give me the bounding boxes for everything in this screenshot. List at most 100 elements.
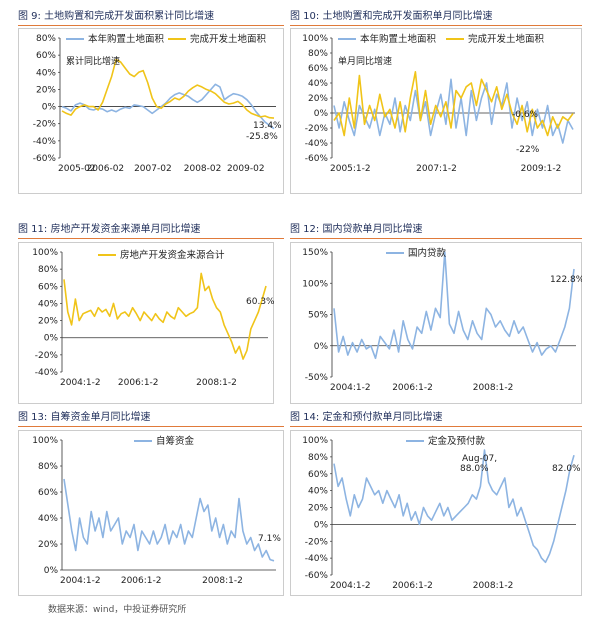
x-tick-label: 2008:1-2 — [202, 576, 243, 586]
series-line-1 — [333, 251, 575, 360]
y-tick-label: 0% — [314, 342, 329, 352]
x-tick-label: 2006:1-2 — [118, 378, 159, 388]
annotation-label: Aug-07, — [462, 454, 497, 464]
y-tick-label: -40% — [35, 368, 59, 378]
y-tick-label: 100% — [32, 436, 58, 446]
legend-label: 完成开发土地面积 — [468, 33, 545, 45]
series-line-1 — [63, 478, 275, 562]
y-tick-label: -20% — [305, 124, 329, 134]
y-tick-label: 20% — [308, 94, 328, 104]
chart-frame — [18, 28, 284, 194]
annotation-label: 82.0% — [552, 464, 581, 474]
annotation-label: 13.4% — [253, 121, 282, 131]
x-tick-label: 2008:1-2 — [473, 581, 514, 591]
x-tick-label: 2006:1-2 — [121, 576, 162, 586]
chart-header-fig14: 图 14: 定金和预付款单月同比增速 — [290, 410, 582, 427]
x-tick-label: 2006:1-2 — [392, 383, 433, 393]
x-tick-label: 2005:1-2 — [330, 164, 371, 174]
legend-label: 完成开发土地面积 — [190, 33, 267, 45]
chart-frame — [290, 28, 582, 194]
y-tick-label: 60% — [36, 51, 56, 61]
y-tick-label: -60% — [33, 154, 57, 164]
annotation-label: -22% — [516, 145, 540, 155]
legend-label: 自筹资金 — [156, 435, 195, 447]
y-tick-label: -20% — [305, 537, 329, 547]
y-tick-label: 40% — [38, 514, 58, 524]
legend-label: 定金及预付款 — [428, 435, 486, 447]
y-tick-label: 100% — [32, 248, 58, 258]
y-tick-label: -40% — [305, 554, 329, 564]
y-tick-label: 0% — [42, 103, 57, 113]
legend-label: 本年购置土地面积 — [88, 33, 165, 45]
annotation-label: 88.0% — [460, 464, 489, 474]
y-tick-label: 40% — [308, 79, 328, 89]
annotation-label: 122.8% — [550, 275, 582, 285]
y-tick-label: 100% — [302, 34, 328, 44]
annotation-label: 60.3% — [246, 297, 274, 307]
x-tick-label: 2009:1-2 — [521, 164, 562, 174]
y-tick-label: -20% — [35, 351, 59, 361]
chart-fig14: 100% 80% 60% 40% 20% 0% -20% -40% -60%2004:1-2 20… — [290, 430, 582, 596]
y-tick-label: -40% — [305, 139, 329, 149]
x-tick-label: 2007-02 — [134, 164, 172, 174]
y-tick-label: 0% — [314, 109, 329, 119]
chart-fig11: 100% 80% 60% 40% 20% 0% -20% -40%2004:1-2 2006:1… — [18, 242, 274, 404]
y-tick-label: 80% — [308, 453, 328, 463]
legend-label: 本年购置土地面积 — [360, 33, 437, 45]
annotation-label: -25.8% — [246, 132, 278, 142]
source-footnote: 数据来源：wind，中投证券研究所 — [48, 605, 187, 615]
y-tick-label: -50% — [305, 373, 329, 383]
chart-frame — [290, 430, 582, 596]
y-tick-label: -60% — [305, 154, 329, 164]
annotation-label: 累计同比增速 — [66, 55, 120, 67]
series-line-2 — [333, 71, 574, 137]
chart-header-fig10: 图 10: 土地购置和完成开发面积单月同比增速 — [290, 9, 582, 26]
x-tick-label: 2006-02 — [87, 164, 125, 174]
chart-header-fig12: 图 12: 国内贷款单月同比增速 — [290, 222, 582, 239]
legend-label: 房地产开发资金来源合计 — [120, 249, 225, 261]
y-tick-label: 100% — [302, 436, 328, 446]
chart-frame — [18, 430, 284, 596]
legend-label: 国内贷款 — [408, 247, 447, 259]
y-tick-label: 150% — [302, 248, 328, 258]
y-tick-label: 60% — [308, 64, 328, 74]
series-line-1 — [63, 272, 267, 360]
chart-frame — [18, 242, 274, 404]
y-tick-label: 40% — [38, 299, 58, 309]
annotation-label: -0.6% — [512, 110, 539, 120]
x-tick-label: 2004:1-2 — [60, 576, 101, 586]
chart-fig13: 100% 80% 60% 40% 20% 0%2004:1-2 2006:1-2 2008:1… — [18, 430, 284, 596]
x-tick-label: 2008:1-2 — [196, 378, 237, 388]
y-tick-label: 80% — [38, 462, 58, 472]
annotation-label: 单月同比增速 — [338, 55, 392, 67]
series-line-1 — [333, 449, 575, 564]
x-tick-label: 2004:1-2 — [330, 383, 371, 393]
y-tick-label: 50% — [308, 311, 328, 321]
y-tick-label: 60% — [38, 488, 58, 498]
y-tick-label: 20% — [38, 317, 58, 327]
chart-header-fig13: 图 13: 自筹资金单月同比增速 — [18, 410, 284, 427]
y-tick-label: 20% — [36, 85, 56, 95]
y-tick-label: 0% — [314, 520, 329, 530]
y-tick-label: 80% — [38, 265, 58, 275]
chart-frame — [290, 242, 582, 404]
y-tick-label: -20% — [33, 120, 57, 130]
x-tick-label: 2006:1-2 — [392, 581, 433, 591]
y-tick-label: 80% — [308, 49, 328, 59]
y-tick-label: 40% — [308, 487, 328, 497]
y-tick-label: 20% — [38, 540, 58, 550]
chart-fig10: 100% 80% 60% 40% 20% 0% -20% -40% -60%2005:1-2 20… — [290, 28, 582, 194]
y-tick-label: 80% — [36, 34, 56, 44]
chart-header-fig9: 图 9: 土地购置和完成开发面积累计同比增速 — [18, 9, 284, 26]
x-tick-label: 2004:1-2 — [60, 378, 101, 388]
series-line-2 — [61, 58, 275, 119]
y-tick-label: 40% — [36, 68, 56, 78]
y-tick-label: 60% — [38, 282, 58, 292]
y-tick-label: -60% — [305, 571, 329, 581]
x-tick-label: 2005-02 — [58, 164, 96, 174]
y-tick-label: -40% — [33, 137, 57, 147]
y-tick-label: 100% — [302, 279, 328, 289]
chart-header-fig11: 图 11: 房地产开发资金来源单月同比增速 — [18, 222, 284, 239]
x-tick-label: 2007:1-2 — [416, 164, 457, 174]
x-tick-label: 2009-02 — [227, 164, 265, 174]
